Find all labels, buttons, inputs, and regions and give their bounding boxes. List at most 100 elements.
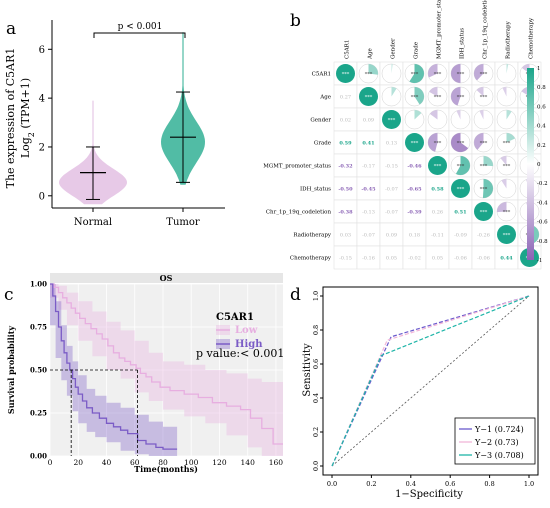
heatmap-value: 0.09 bbox=[386, 233, 397, 239]
roc-x-tick-label: 0.2 bbox=[366, 480, 376, 488]
survival-y-tick-label: 0.75 bbox=[30, 323, 47, 332]
heatmap-value: -0.09 bbox=[454, 233, 467, 239]
heatmap-pie bbox=[428, 133, 438, 152]
roc-x-tick-label: 0.8 bbox=[484, 480, 494, 488]
heatmap-col-label: Age bbox=[368, 48, 374, 60]
legend-label: High bbox=[235, 339, 263, 350]
legend-title: C5AR1 bbox=[216, 312, 254, 323]
heatmap-stars: *** bbox=[480, 210, 488, 216]
violin-y-tick-label: 0 bbox=[39, 191, 45, 202]
roc-curve-1 bbox=[331, 295, 530, 467]
heatmap-stars: *** bbox=[480, 141, 488, 147]
heatmap-value: -0.02 bbox=[408, 256, 421, 262]
heatmap-col-label: IDH_status bbox=[460, 28, 466, 59]
heatmap-row-label: IDH_status bbox=[300, 187, 331, 193]
heatmap-value: 0.05 bbox=[386, 256, 397, 262]
heatmap-pie bbox=[391, 87, 397, 97]
survival-x-tick-label: 160 bbox=[269, 458, 284, 467]
heatmap-value: -0.07 bbox=[385, 187, 398, 193]
heatmap-value: 0.09 bbox=[363, 118, 374, 124]
heatmap-col-label: Grade bbox=[414, 42, 420, 59]
roc-legend-label: Y−2 (0.73) bbox=[474, 438, 519, 447]
violin-ylabel-line2: Log2 (TPM+1) bbox=[19, 78, 36, 158]
heatmap-stars: *** bbox=[388, 118, 396, 124]
scale-tick-label: 0.6 bbox=[537, 104, 546, 110]
heatmap-stars: *** bbox=[411, 95, 419, 101]
survival-legend: Low High bbox=[216, 325, 263, 350]
scale-bar bbox=[527, 68, 534, 260]
heatmap-pie bbox=[506, 64, 509, 74]
heatmap-diagonal-circle bbox=[451, 179, 470, 198]
scale-tick-label: 0.4 bbox=[537, 124, 546, 130]
heatmap-pie bbox=[414, 87, 424, 105]
heatmap-stars: *** bbox=[457, 95, 465, 101]
scale-tick-label: 0 bbox=[537, 162, 541, 168]
heatmap-value: 0.27 bbox=[340, 95, 351, 101]
heatmap-value: -0.06 bbox=[454, 256, 467, 262]
heatmap-stars: *** bbox=[434, 164, 442, 170]
heatmap-row-label: Chr_1p_19q_codeletion bbox=[266, 210, 332, 216]
heatmap-diagonal-circle bbox=[497, 225, 516, 244]
violin-y-tick-label: 4 bbox=[39, 94, 45, 105]
heatmap-diagonal-circle bbox=[359, 87, 378, 106]
heatmap-pie bbox=[427, 64, 438, 78]
heatmap-pie bbox=[429, 110, 438, 120]
roc-y-tick-label: 0.0 bbox=[312, 461, 320, 471]
violin-x-tick-label: Tumor bbox=[166, 217, 200, 228]
roc-y-tick-label: 0.8 bbox=[312, 325, 320, 335]
roc-xlabel: 1−Specificity bbox=[395, 489, 463, 500]
heatmap-value: -0.46 bbox=[407, 164, 422, 170]
violin-pvalue: p < 0.001 bbox=[118, 22, 163, 32]
survival-chart: OS 0 20 40 60 80 100 120 140 160 0.00 0.25 0.50 0.75… bbox=[6, 273, 284, 474]
heatmap-stars: *** bbox=[457, 164, 465, 170]
survival-y-tick-label: 0.25 bbox=[30, 409, 47, 418]
heatmap-pie bbox=[479, 110, 484, 120]
heatmap-stars: *** bbox=[411, 141, 419, 147]
heatmap-value: 0.18 bbox=[409, 233, 420, 239]
heatmap-row-label: MGMT_promoter_status bbox=[263, 164, 331, 170]
survival-title-strip bbox=[50, 273, 283, 283]
heatmap-col-label: Chr_1p_19q_codeletion bbox=[483, 0, 489, 59]
roc-y-tick-label: 0.4 bbox=[312, 393, 320, 403]
survival-x-tick-label: 120 bbox=[212, 458, 227, 467]
heatmap-row-label: Chemotherapy bbox=[290, 256, 332, 262]
heatmap-value: -0.45 bbox=[361, 187, 376, 193]
heatmap-pie bbox=[451, 64, 461, 83]
roc-legend-label: Y−3 (0.708) bbox=[474, 451, 524, 460]
roc-ylabel: Sensitivity bbox=[302, 343, 313, 397]
heatmap-row-label: C5AR1 bbox=[312, 72, 331, 78]
heatmap-pie bbox=[473, 133, 484, 150]
heatmap-stars: *** bbox=[503, 233, 511, 239]
scale-tick-label: 0.8 bbox=[537, 85, 546, 91]
scale-tick-label: -0.2 bbox=[537, 181, 548, 187]
survival-title: OS bbox=[160, 273, 173, 283]
heatmap-value: -0.15 bbox=[339, 256, 352, 262]
heatmap-stars: *** bbox=[457, 187, 465, 193]
heatmap-pie bbox=[501, 179, 507, 189]
heatmap-pie bbox=[497, 202, 507, 213]
heatmap-value: 0.44 bbox=[500, 256, 513, 262]
heatmap-pie bbox=[409, 64, 425, 83]
heatmap-stars: *** bbox=[365, 95, 373, 101]
violin-axes: 0 2 4 6 Normal Tumor bbox=[39, 20, 225, 228]
heatmap-pie bbox=[414, 110, 422, 120]
heatmap-row-label: Gender bbox=[310, 118, 331, 124]
heatmap-value: -0.13 bbox=[362, 210, 375, 216]
roc-y-tick-label: 1.0 bbox=[312, 291, 320, 301]
heatmap-value: -0.38 bbox=[338, 210, 353, 216]
roc-chart: 0.0 0.2 0.4 0.6 0.8 1.0 0.0 0.2 0.4 0.6 0.8 1.0 Y−1 … bbox=[302, 286, 539, 500]
heatmap-col-label: C5AR1 bbox=[345, 40, 351, 59]
roc-y-tick-label: 0.2 bbox=[312, 427, 320, 437]
roc-frame bbox=[322, 286, 539, 476]
roc-x-tick-label: 1.0 bbox=[524, 480, 534, 488]
heatmap-pie bbox=[476, 87, 484, 97]
heatmap-diagonal-circle bbox=[428, 156, 447, 175]
heatmap-stars: *** bbox=[480, 187, 488, 193]
roc-diagonal bbox=[331, 295, 530, 467]
scale-tick-label: -1 bbox=[537, 258, 542, 264]
violin-y-tick-label: 6 bbox=[39, 45, 45, 56]
heatmap-stars: *** bbox=[503, 164, 511, 170]
heatmap-pie bbox=[482, 178, 494, 198]
survival-curve-low bbox=[50, 283, 283, 445]
